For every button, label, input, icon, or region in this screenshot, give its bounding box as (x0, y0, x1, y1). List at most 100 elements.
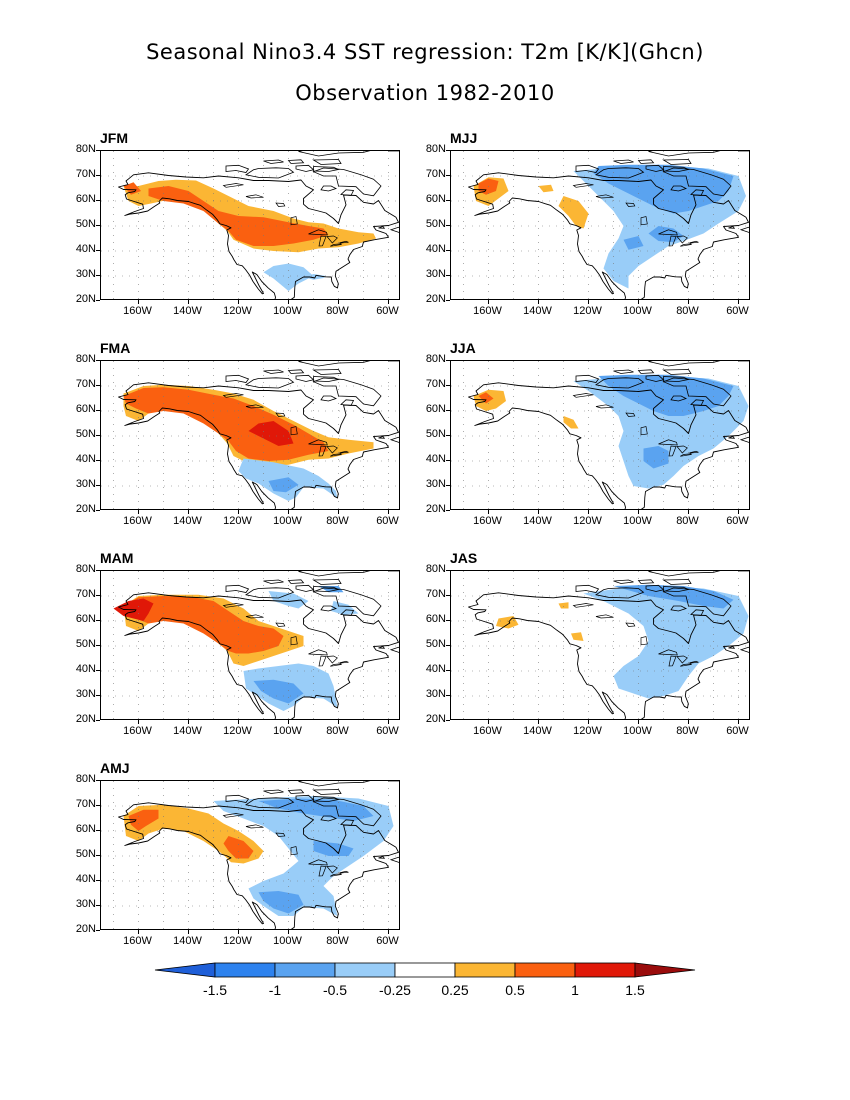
anomaly-region (248, 421, 294, 446)
lon-tick-label: 80W (676, 725, 699, 737)
figure-subtitle: Observation 1982-2010 (295, 81, 555, 105)
island-outline (648, 361, 721, 367)
island-outline (645, 164, 665, 172)
island-outline (378, 646, 386, 649)
lat-tick (446, 225, 450, 226)
island-outline (263, 789, 284, 794)
lake-outline (625, 412, 636, 417)
anomaly-region (258, 798, 374, 821)
panel-label: MAM (100, 550, 134, 566)
lon-tick-label: 120W (223, 725, 252, 737)
lat-tick-label: 20N (75, 923, 96, 935)
lake-outline (290, 426, 298, 436)
colorbar-segment (394, 962, 456, 978)
lon-tick (587, 510, 589, 514)
lat-tick (96, 905, 100, 906)
island-outline (312, 377, 382, 407)
island-outline (378, 436, 386, 439)
colorbar-arrow-left (154, 962, 216, 978)
island-outline (739, 226, 749, 233)
lake-outline (658, 649, 678, 656)
lon-tick (237, 510, 239, 514)
map-panel-amj: AMJ 80N 70N 60N 50N 40N 30N 20N 160W 140W 120W 100… (76, 760, 440, 970)
anomaly-region (123, 596, 284, 654)
lake-outline (339, 660, 349, 664)
island-outline (287, 159, 305, 164)
map-svg (451, 361, 749, 509)
lon-tick-label: 120W (573, 305, 602, 317)
map-frame (100, 150, 400, 300)
lat-tick-label: 80N (425, 353, 446, 365)
island-outline (244, 797, 295, 809)
lon-tick-label: 120W (223, 935, 252, 947)
lake-outline (318, 445, 327, 457)
island-outline (728, 436, 736, 439)
lat-tick (446, 720, 450, 721)
lon-tick-label: 140W (173, 725, 202, 737)
anomaly-region (623, 236, 644, 250)
lake-outline (680, 453, 692, 457)
lat-tick (446, 485, 450, 486)
lat-tick (96, 670, 100, 671)
lat-tick (96, 385, 100, 386)
lon-tick (687, 300, 689, 304)
colorbar-label: 0.5 (505, 982, 525, 998)
anomaly-region (268, 477, 299, 493)
lat-tick-label: 80N (425, 143, 446, 155)
lake-outline (658, 439, 678, 446)
lake-outline (222, 813, 244, 818)
island-outline (575, 164, 600, 173)
coastline (468, 592, 749, 719)
lon-tick-label: 140W (523, 305, 552, 317)
lake-outline (308, 649, 328, 656)
lon-tick (187, 930, 189, 934)
island-outline (312, 797, 382, 827)
island-outline (613, 369, 634, 374)
island-outline (313, 586, 340, 592)
lon-tick-label: 100W (623, 305, 652, 317)
lon-tick (237, 930, 239, 934)
island-outline (312, 369, 342, 375)
coastline (468, 382, 749, 509)
lake-outline (326, 655, 338, 664)
lake-outline (640, 636, 648, 646)
lon-tick (287, 300, 289, 304)
lake-outline (676, 445, 688, 454)
lat-tick (446, 595, 450, 596)
lake-outline (222, 393, 244, 398)
lat-tick-label: 20N (75, 713, 96, 725)
map-panel-mam: MAM 80N 70N 60N 50N 40N 30N 20N 160W 140W 120W 100… (76, 550, 440, 760)
island-outline (340, 189, 355, 196)
lat-tick (96, 150, 100, 151)
lake-outline (572, 393, 594, 398)
island-outline (298, 361, 371, 367)
anomaly-region (583, 586, 749, 699)
lake-outline (308, 439, 328, 446)
lon-tick (487, 720, 489, 724)
island-outline (613, 159, 634, 164)
lat-tick (96, 720, 100, 721)
anomaly-region (128, 809, 159, 831)
lake-outline (318, 235, 327, 247)
map-svg (451, 151, 749, 299)
lat-tick (446, 250, 450, 251)
lake-outline (625, 202, 636, 207)
lon-tick-label: 60W (726, 515, 749, 527)
lat-tick-label: 70N (75, 168, 96, 180)
lat-tick (446, 460, 450, 461)
lon-tick (187, 510, 189, 514)
lon-tick-label: 60W (376, 515, 399, 527)
island-outline (389, 436, 399, 443)
lat-tick-label: 70N (425, 168, 446, 180)
lat-tick-label: 30N (75, 268, 96, 280)
island-outline (389, 226, 399, 233)
lake-outline (572, 183, 594, 188)
island-outline (298, 571, 371, 577)
lon-tick-label: 80W (676, 515, 699, 527)
lake-outline (668, 235, 677, 247)
lon-tick (187, 300, 189, 304)
lat-tick-label: 80N (75, 143, 96, 155)
lat-tick (446, 200, 450, 201)
lake-outline (330, 243, 342, 247)
lat-tick (446, 435, 450, 436)
